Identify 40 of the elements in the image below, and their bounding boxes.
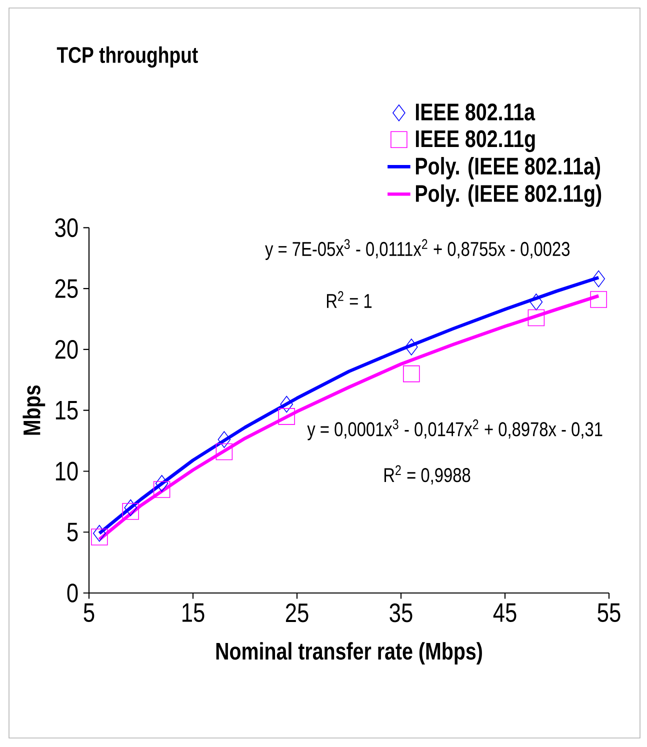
annotation: R$^{2}$ = 1: [326, 291, 372, 308]
y-tick-label: 20: [55, 340, 78, 359]
point: [280, 396, 293, 413]
y-tick-label: 5: [67, 522, 78, 542]
x-tick-label: 15: [182, 603, 204, 622]
y-tick-label: 10: [56, 462, 78, 481]
point: [93, 524, 106, 542]
x-tick-label: 55: [598, 603, 620, 622]
point: [218, 431, 231, 448]
point: [278, 408, 295, 425]
y-tick-label: 15: [56, 401, 78, 420]
x-tick-label: 35: [390, 603, 412, 622]
y-axis-title: Mbps: [22, 385, 46, 435]
y-tick-label: 25: [55, 279, 78, 298]
point: [91, 528, 108, 546]
point: [405, 338, 418, 356]
annotation: y = 7E-05x$^{3}$ - 0,0111x$^{2}$ + 0,8755x - 0,0023: [265, 239, 570, 260]
x-axis-title: Nominal transfer rate (Mbps): [216, 642, 482, 664]
point: [530, 294, 543, 310]
chart-title: TCP throughput: [56, 46, 198, 68]
point: [122, 503, 139, 520]
legend-label: Poly. (IEEE 802.11a): [416, 157, 600, 180]
annotation: y = 0,0001x$^{3}$ - 0,0147x$^{2}$ + 0,8978x - 0,31: [307, 419, 602, 440]
x-tick-label: 25: [286, 603, 308, 622]
legend-label: Poly. (IEEE 802.11g): [416, 184, 602, 207]
point: [590, 291, 607, 308]
point: [403, 365, 420, 382]
x-tick-label: 5: [84, 603, 94, 622]
point: [155, 475, 168, 492]
annotation: R$^{2}$ = 0,9988: [384, 465, 470, 485]
point: [528, 309, 545, 326]
point: [124, 499, 137, 516]
point: [592, 270, 606, 288]
point: [216, 443, 233, 460]
legend-label: IEEE 802.11a: [416, 103, 536, 120]
y-tick-label: 0: [67, 584, 78, 602]
point: [153, 481, 170, 498]
legend-label: IEEE 802.11g: [416, 130, 535, 152]
x-tick-label: 45: [493, 603, 516, 622]
y-tick-label: 30: [55, 218, 78, 238]
